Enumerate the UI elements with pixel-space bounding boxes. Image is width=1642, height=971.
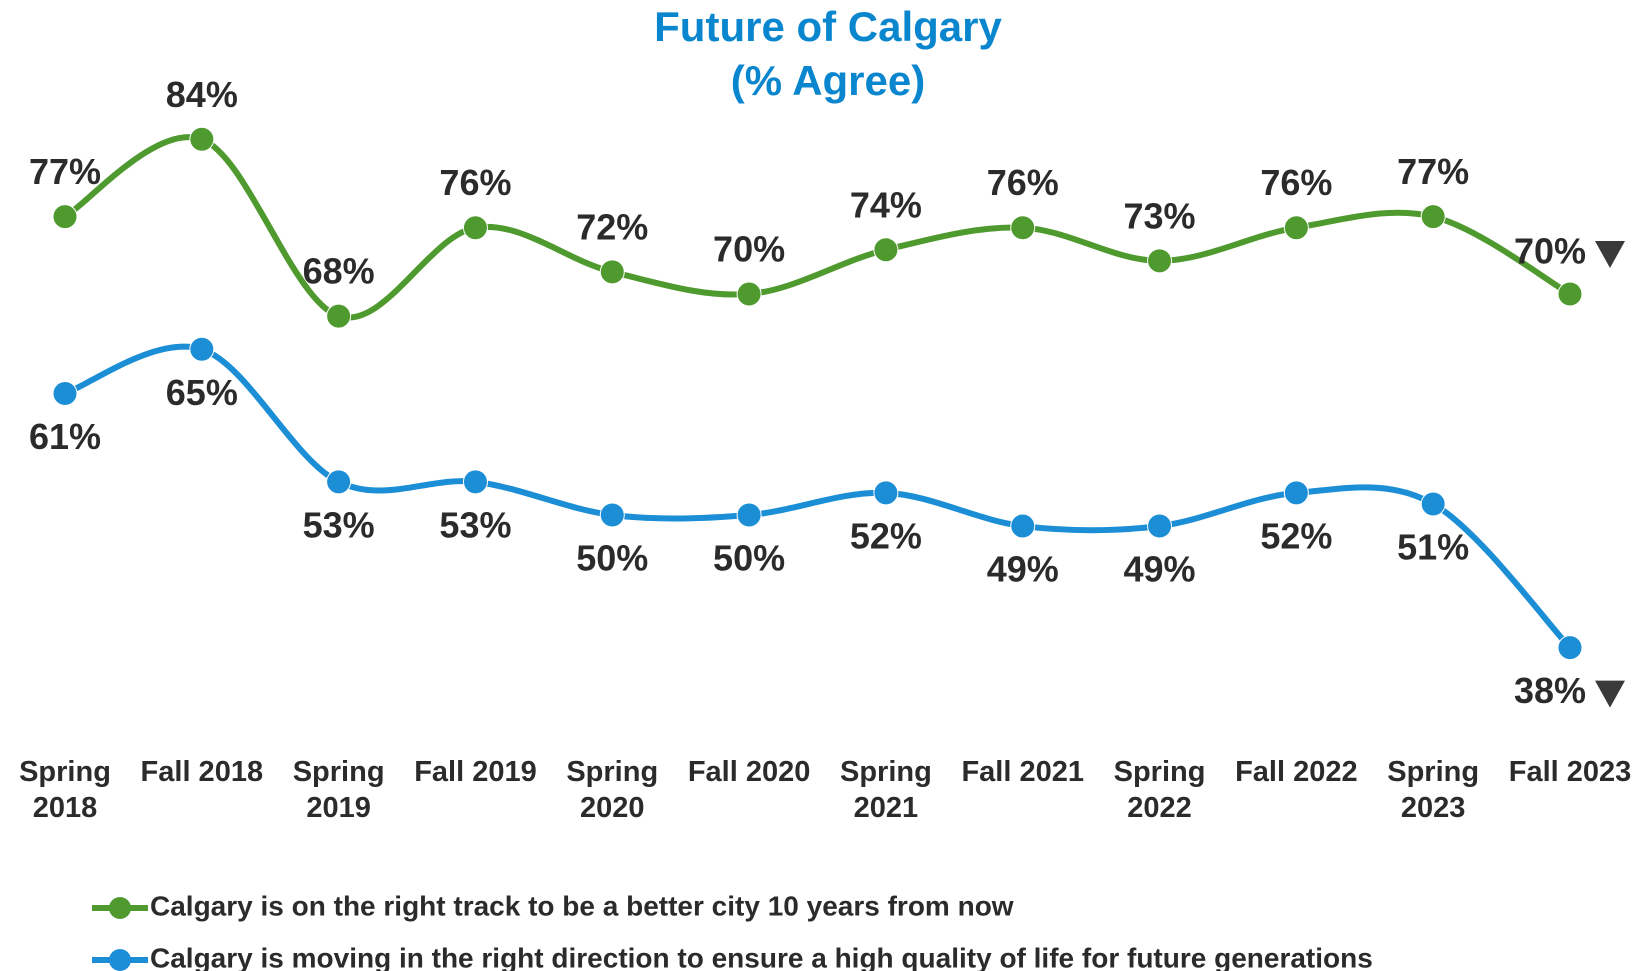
data-label: 68% (303, 251, 375, 292)
data-label: 61% (29, 416, 101, 457)
x-tick-label: Fall 2020 (687, 756, 811, 788)
data-point (1283, 480, 1309, 506)
data-label: 70% (1514, 231, 1586, 272)
x-tick-label: Spring 2023 (1387, 756, 1480, 824)
data-label: 38% (1514, 670, 1586, 711)
data-point (189, 126, 215, 152)
data-label: 50% (713, 538, 785, 579)
x-tick-label: Fall 2018 (140, 756, 264, 788)
data-point (1010, 215, 1036, 241)
legend-label: Calgary is on the right track to be a be… (150, 890, 1014, 921)
x-tick-label: Spring 2019 (292, 756, 385, 824)
data-point (873, 237, 899, 263)
data-label: 76% (987, 162, 1059, 203)
data-label: 51% (1397, 526, 1469, 567)
data-point (599, 502, 625, 528)
change-indicator (1595, 241, 1625, 268)
data-label: 53% (303, 504, 375, 545)
data-label: 72% (576, 206, 648, 247)
data-point (326, 469, 352, 495)
data-label: 49% (987, 549, 1059, 590)
data-point (1557, 281, 1583, 307)
data-point (52, 380, 78, 406)
data-point (52, 204, 78, 230)
data-point (326, 303, 352, 329)
data-point (189, 336, 215, 362)
data-label: 70% (713, 229, 785, 270)
legend-marker (109, 949, 131, 971)
x-tick-label: Fall 2019 (414, 756, 537, 788)
data-label: 73% (1124, 195, 1196, 236)
data-point (1420, 491, 1446, 517)
data-point (736, 281, 762, 307)
data-point (599, 259, 625, 285)
data-label: 77% (29, 151, 101, 192)
data-point (1557, 635, 1583, 661)
x-tick-label: Fall 2023 (1508, 756, 1632, 788)
change-indicator (1595, 680, 1625, 708)
data-point (1283, 215, 1309, 241)
data-point (736, 502, 762, 528)
data-point (1420, 204, 1446, 230)
x-tick-label: Fall 2022 (1235, 756, 1358, 788)
data-label: 50% (576, 538, 648, 579)
data-label: 77% (1397, 151, 1469, 192)
data-label: 74% (850, 184, 922, 225)
series-line (62, 343, 1573, 651)
data-point (873, 480, 899, 506)
data-point (462, 215, 488, 241)
chart-title: Future of Calgary (654, 3, 1002, 50)
x-tick-label: Spring 2021 (839, 756, 932, 824)
data-point (1147, 248, 1173, 274)
data-point (1010, 513, 1036, 539)
data-label: 84% (166, 74, 238, 115)
data-point (462, 469, 488, 495)
legend-label: Calgary is moving in the right direction… (150, 942, 1373, 971)
data-label: 53% (439, 504, 511, 545)
data-point (1147, 513, 1173, 539)
x-tick-label: Spring 2020 (566, 756, 659, 824)
data-label: 76% (439, 162, 511, 203)
data-label: 76% (1260, 162, 1332, 203)
series-line (62, 134, 1573, 321)
data-label: 49% (1124, 549, 1196, 590)
x-tick-label: Fall 2021 (961, 756, 1084, 788)
data-label: 52% (1260, 515, 1332, 556)
data-label: 65% (166, 372, 238, 413)
x-tick-label: Spring 2018 (19, 756, 111, 824)
chart-subtitle: (% Agree) (731, 57, 925, 104)
x-tick-label: Spring 2022 (1113, 756, 1206, 824)
legend-marker (109, 897, 131, 919)
data-label: 52% (850, 515, 922, 556)
